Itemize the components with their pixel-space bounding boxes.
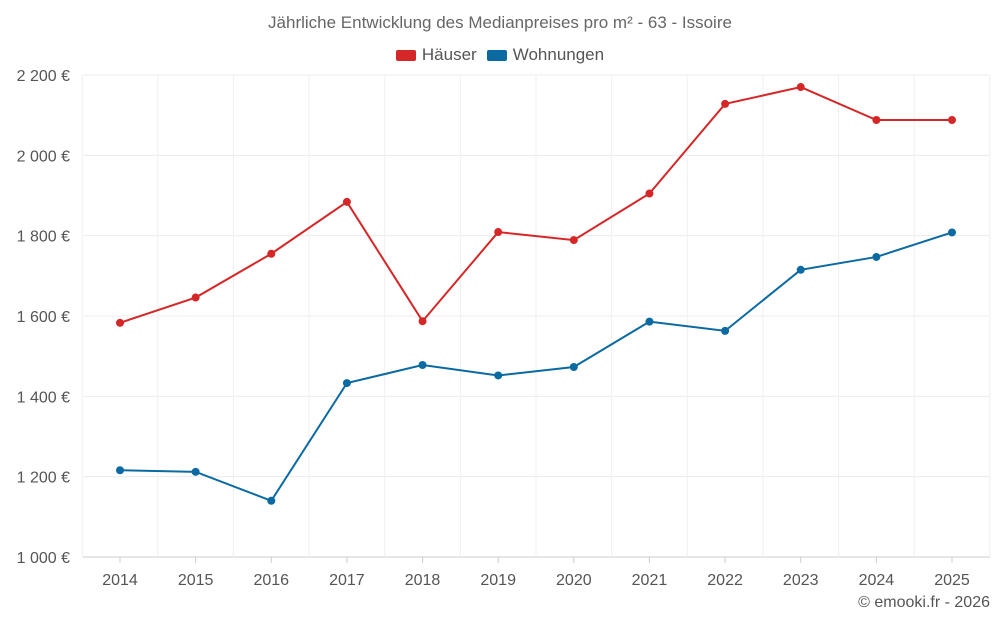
data-point-wohnungen[interactable] [494, 371, 503, 380]
data-point-haeuser[interactable] [948, 115, 956, 124]
data-point-haeuser[interactable] [418, 317, 427, 326]
data-point-wohnungen[interactable] [116, 466, 124, 475]
x-tick-label: 2015 [178, 572, 214, 589]
data-point-wohnungen[interactable] [645, 317, 654, 326]
x-tick-label: 2022 [707, 572, 743, 589]
y-tick-label: 1 000 € [17, 550, 70, 567]
legend-label-haeuser: Häuser [421, 45, 477, 64]
data-point-wohnungen[interactable] [418, 361, 427, 370]
data-point-haeuser[interactable] [645, 189, 654, 198]
y-tick-label: 1 400 € [17, 389, 70, 406]
x-tick-label: 2017 [329, 572, 365, 589]
chart-title: Jährliche Entwicklung des Medianpreises … [268, 13, 732, 32]
data-point-haeuser[interactable] [569, 236, 578, 245]
data-point-haeuser[interactable] [494, 228, 503, 237]
x-tick-label: 2014 [102, 572, 138, 589]
y-tick-label: 1 600 € [17, 309, 70, 326]
legend-swatch-wohnungen [486, 49, 507, 61]
data-point-haeuser[interactable] [721, 99, 730, 108]
data-point-wohnungen[interactable] [569, 363, 578, 372]
x-tick-label: 2018 [405, 572, 441, 589]
y-tick-label: 1 800 € [17, 229, 70, 246]
credit-text: © emooki.fr - 2026 [858, 594, 990, 611]
legend: Häuser Wohnungen [0, 45, 1000, 65]
data-point-wohnungen[interactable] [948, 228, 956, 237]
data-point-haeuser[interactable] [796, 83, 805, 92]
series-line-haeuser [119, 86, 952, 324]
data-point-haeuser[interactable] [872, 115, 881, 124]
y-tick-label: 2 000 € [17, 148, 70, 165]
data-point-haeuser[interactable] [191, 293, 200, 302]
data-point-wohnungen[interactable] [721, 326, 730, 335]
x-tick-label: 2024 [859, 572, 895, 589]
x-tick-label: 2019 [480, 572, 516, 589]
x-tick-label: 2023 [783, 572, 819, 589]
data-point-wohnungen[interactable] [191, 467, 200, 476]
legend-item-haeuser[interactable]: Häuser [395, 45, 477, 65]
legend-item-wohnungen[interactable]: Wohnungen [486, 45, 605, 65]
x-tick-label: 2016 [253, 572, 289, 589]
y-tick-label: 1 200 € [17, 470, 70, 487]
data-point-haeuser[interactable] [342, 197, 351, 206]
data-point-haeuser[interactable] [116, 318, 124, 327]
data-point-wohnungen[interactable] [267, 496, 276, 505]
y-tick-label: 2 200 € [17, 68, 70, 85]
x-tick-label: 2025 [934, 572, 970, 589]
x-tick-label: 2021 [632, 572, 668, 589]
legend-swatch-haeuser [395, 49, 416, 61]
legend-label-wohnungen: Wohnungen [512, 45, 605, 64]
data-point-wohnungen[interactable] [796, 265, 805, 274]
data-point-haeuser[interactable] [267, 249, 276, 258]
x-tick-label: 2020 [556, 572, 592, 589]
series-line-wohnungen [119, 231, 953, 502]
data-point-wohnungen[interactable] [342, 379, 351, 388]
data-point-wohnungen[interactable] [872, 252, 881, 261]
